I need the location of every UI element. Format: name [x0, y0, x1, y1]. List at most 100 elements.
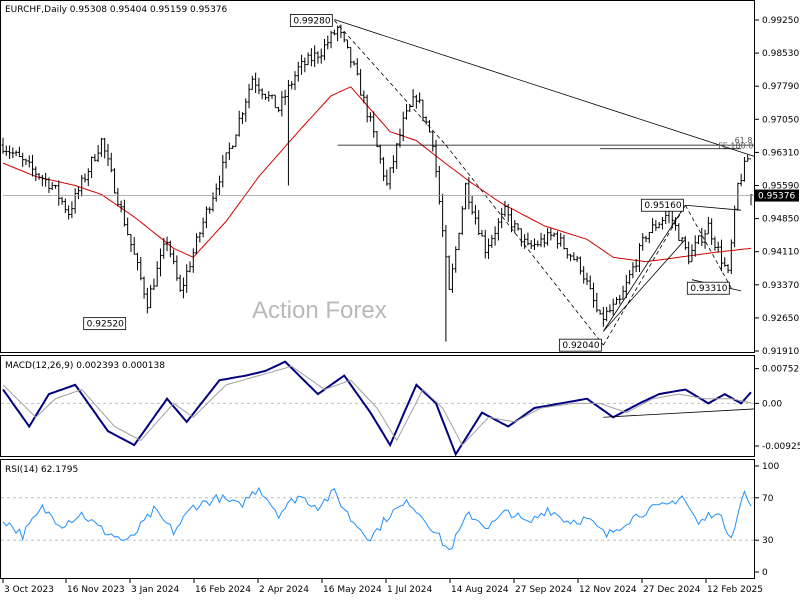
price-bar — [595, 292, 599, 313]
price-bar — [588, 275, 592, 290]
price-bar — [680, 237, 684, 243]
price-bar — [467, 176, 471, 210]
price-bar — [218, 175, 222, 196]
price-bar — [122, 199, 126, 227]
rsi-tick-label: 0 — [762, 568, 768, 578]
price-bar — [555, 231, 559, 249]
moving-average-line — [2, 86, 752, 263]
price-bar — [424, 116, 428, 125]
price-bar — [247, 83, 251, 109]
swing-label: 0.93310 — [690, 284, 727, 294]
price-bar — [80, 174, 84, 197]
price-bar — [578, 256, 582, 275]
price-bar — [60, 196, 64, 205]
rsi-tick-label: 100 — [762, 462, 779, 472]
price-panel-frame — [0, 0, 755, 353]
price-bar — [145, 287, 149, 314]
price-bar — [710, 218, 714, 245]
price-bar — [37, 173, 41, 180]
price-tick-label: 0.96310 — [762, 148, 799, 158]
price-bar — [155, 261, 159, 287]
price-bar — [457, 232, 461, 251]
price-bar — [592, 282, 596, 308]
price-bar — [532, 238, 536, 251]
price-bar — [185, 264, 189, 293]
price-bar — [641, 233, 645, 251]
price-bar — [523, 234, 527, 249]
price-bar — [168, 240, 172, 258]
price-swing-labels: 0.99280 0.92520 0.92040 0.95160 0.93310 61.8F… — [83, 14, 753, 352]
price-bar — [1, 137, 5, 154]
date-tick-label: 16 May 2024 — [323, 585, 382, 595]
rsi-header: RSI(14) 62.1795 — [5, 465, 78, 475]
price-bar — [231, 145, 235, 149]
price-bar — [703, 229, 707, 249]
price-bar — [729, 239, 733, 275]
fib-annotation: 61.8 — [735, 136, 753, 145]
price-bar — [306, 52, 310, 66]
price-bar — [739, 173, 743, 187]
price-bar — [687, 241, 691, 265]
price-bar — [444, 224, 448, 342]
price-bar — [441, 193, 445, 237]
price-bar — [303, 57, 307, 73]
date-tick-label: 14 Aug 2024 — [451, 585, 509, 595]
price-bar — [539, 232, 543, 248]
price-bar — [240, 112, 244, 124]
swing-label: 0.92040 — [562, 341, 599, 351]
price-bar — [50, 181, 54, 191]
price-bar — [683, 236, 687, 250]
price-bars — [1, 24, 753, 342]
price-bar — [273, 94, 277, 109]
swing-label-box — [289, 14, 333, 27]
price-bar — [359, 68, 363, 96]
price-header: EURCHF,Daily 0.95308 0.95404 0.95159 0.9… — [5, 5, 228, 15]
price-bar — [395, 143, 399, 169]
price-bar — [342, 31, 346, 43]
price-bar — [470, 196, 474, 215]
price-bar — [44, 172, 48, 187]
trend-line — [603, 239, 686, 332]
price-bar — [93, 154, 97, 162]
price-bar — [76, 186, 80, 200]
price-bar — [690, 244, 694, 263]
rsi-indicator: 100 70 30 0 — [1, 462, 779, 578]
date-tick-label: 16 Feb 2024 — [195, 585, 251, 595]
price-bar — [621, 285, 625, 300]
price-bar — [631, 262, 635, 279]
macd-tick-label: 0.007526 — [762, 365, 800, 375]
price-bar — [352, 60, 356, 66]
price-bar — [31, 154, 35, 177]
price-bar — [250, 75, 254, 90]
rsi-tick-label: 30 — [762, 536, 774, 546]
price-bar — [165, 236, 169, 252]
price-bar — [188, 261, 192, 273]
price-bar — [385, 169, 389, 186]
macd-trend-line — [603, 408, 755, 418]
price-bar — [372, 111, 376, 138]
price-bar — [201, 217, 205, 238]
price-bar — [116, 187, 120, 207]
swing-label: 0.99280 — [293, 16, 330, 26]
price-bar — [47, 177, 51, 194]
swing-label-box — [558, 338, 602, 352]
price-bar — [73, 188, 77, 214]
price-bar — [572, 252, 576, 261]
price-bar — [119, 200, 123, 213]
price-bar — [336, 25, 340, 42]
price-bar — [17, 146, 21, 158]
price-bar — [628, 270, 632, 285]
price-bar — [316, 51, 320, 64]
trend-line — [445, 144, 604, 346]
price-bar — [460, 206, 464, 235]
price-tick-label: 0.95590 — [762, 182, 799, 192]
price-bar — [11, 147, 15, 159]
price-bar — [697, 235, 701, 245]
price-bar — [326, 35, 330, 50]
swing-label: 0.95160 — [644, 201, 681, 211]
price-bar — [375, 130, 379, 148]
price-bar — [490, 234, 494, 248]
price-bar — [132, 237, 136, 255]
price-bar — [651, 218, 655, 234]
price-bar — [277, 106, 281, 113]
